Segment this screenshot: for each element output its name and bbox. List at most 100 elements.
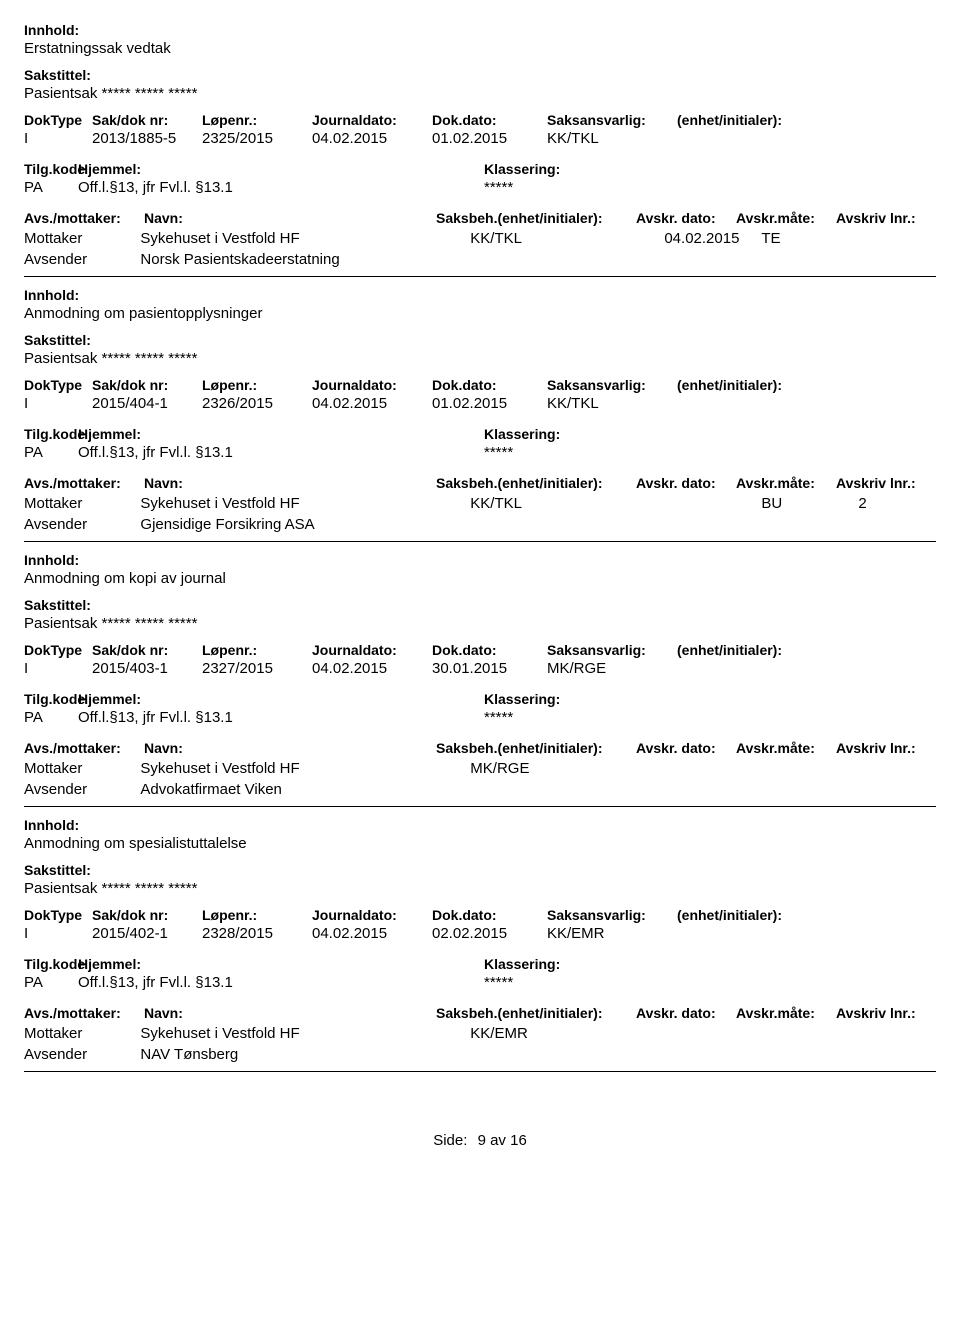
party-row: Mottaker Sykehuset i Vestfold HF KK/EMR xyxy=(24,1025,936,1042)
tilg-row: Tilg.kodeHjemmel: PAOff.l.§13, jfr Fvl.l… xyxy=(24,161,936,196)
party-name: Advokatfirmaet Viken xyxy=(140,781,470,798)
tilgkode-label: Tilg.kode xyxy=(24,691,78,707)
dokdato-label: Dok.dato: xyxy=(432,377,547,393)
footer-side-label: Side: xyxy=(433,1132,467,1149)
avskriv-lnr-label: Avskriv lnr.: xyxy=(836,740,936,756)
sakdoknr-value: 2015/402-1 xyxy=(92,925,202,942)
tilgkode-label: Tilg.kode xyxy=(24,956,78,972)
enhet-initialer-label: (enhet/initialer): xyxy=(677,907,827,923)
sakstittel-label: Sakstittel: xyxy=(24,332,936,348)
party-avskriv-lnr xyxy=(858,781,936,798)
party-avskr-mate xyxy=(761,781,858,798)
avskr-dato-label: Avskr. dato: xyxy=(636,740,736,756)
saksansvarlig-value: KK/TKL xyxy=(547,395,677,412)
hjemmel-label: Hjemmel: xyxy=(78,691,141,707)
party-avskr-mate: TE xyxy=(761,230,858,247)
meta-row: DokTypeI Sak/dok nr:2015/402-1 Løpenr.:2… xyxy=(24,907,936,942)
dokdato-label: Dok.dato: xyxy=(432,907,547,923)
sakdoknr-value: 2015/403-1 xyxy=(92,660,202,677)
party-avskriv-lnr xyxy=(858,1046,936,1063)
avskr-dato-label: Avskr. dato: xyxy=(636,475,736,491)
dokdato-value: 01.02.2015 xyxy=(432,395,547,412)
party-avskr-dato xyxy=(664,1046,761,1063)
journaldato-value: 04.02.2015 xyxy=(312,660,432,677)
saksbeh-label: Saksbeh.(enhet/initialer): xyxy=(436,475,636,491)
party-avskr-dato xyxy=(664,516,761,533)
dokdato-label: Dok.dato: xyxy=(432,112,547,128)
party-row: Avsender NAV Tønsberg xyxy=(24,1046,936,1063)
tilgkode-value: PA xyxy=(24,179,78,196)
innhold-value: Anmodning om kopi av journal xyxy=(24,570,936,587)
party-row: Mottaker Sykehuset i Vestfold HF MK/RGE xyxy=(24,760,936,777)
avskr-mate-label: Avskr.måte: xyxy=(736,475,836,491)
avskr-dato-label: Avskr. dato: xyxy=(636,1005,736,1021)
party-name: Sykehuset i Vestfold HF xyxy=(140,230,470,247)
klassering-value: ***** xyxy=(484,444,560,461)
tilg-row: Tilg.kodeHjemmel: PAOff.l.§13, jfr Fvl.l… xyxy=(24,691,936,726)
tilgkode-label: Tilg.kode xyxy=(24,161,78,177)
party-avskr-dato xyxy=(664,251,761,268)
innhold-label: Innhold: xyxy=(24,817,936,833)
journaldato-label: Journaldato: xyxy=(312,377,432,393)
party-row: Mottaker Sykehuset i Vestfold HF KK/TKL … xyxy=(24,495,936,512)
sakstittel-label: Sakstittel: xyxy=(24,862,936,878)
party-name: Norsk Pasientskadeerstatning xyxy=(140,251,470,268)
innhold-value: Anmodning om pasientopplysninger xyxy=(24,305,936,322)
klassering-value: ***** xyxy=(484,974,560,991)
hjemmel-label: Hjemmel: xyxy=(78,426,141,442)
lopenr-value: 2328/2015 xyxy=(202,925,312,942)
hjemmel-value: Off.l.§13, jfr Fvl.l. §13.1 xyxy=(78,444,233,461)
doktype-value: I xyxy=(24,130,92,147)
party-name: Sykehuset i Vestfold HF xyxy=(140,495,470,512)
hjemmel-value: Off.l.§13, jfr Fvl.l. §13.1 xyxy=(78,974,233,991)
party-saksbeh: KK/TKL xyxy=(470,495,664,512)
dokdato-label: Dok.dato: xyxy=(432,642,547,658)
party-role: Avsender xyxy=(24,516,140,533)
sakdoknr-value: 2013/1885-5 xyxy=(92,130,202,147)
party-role: Avsender xyxy=(24,781,140,798)
doktype-value: I xyxy=(24,395,92,412)
party-role: Avsender xyxy=(24,251,140,268)
saksansvarlig-label: Saksansvarlig: xyxy=(547,377,677,393)
lopenr-value: 2326/2015 xyxy=(202,395,312,412)
hjemmel-value: Off.l.§13, jfr Fvl.l. §13.1 xyxy=(78,179,233,196)
records-container: Innhold: Erstatningssak vedtak Sakstitte… xyxy=(24,22,936,1072)
party-saksbeh xyxy=(470,1046,664,1063)
saksansvarlig-value: KK/TKL xyxy=(547,130,677,147)
saksansvarlig-value: KK/EMR xyxy=(547,925,677,942)
journaldato-value: 04.02.2015 xyxy=(312,130,432,147)
klassering-label: Klassering: xyxy=(484,956,560,972)
klassering-label: Klassering: xyxy=(484,691,560,707)
enhet-initialer-label: (enhet/initialer): xyxy=(677,112,827,128)
journal-record: Innhold: Anmodning om spesialistuttalels… xyxy=(24,817,936,1072)
avskriv-lnr-label: Avskriv lnr.: xyxy=(836,1005,936,1021)
journal-record: Innhold: Anmodning om pasientopplysninge… xyxy=(24,287,936,542)
party-avskriv-lnr xyxy=(858,251,936,268)
party-avskr-dato: 04.02.2015 xyxy=(664,230,761,247)
meta-row: DokTypeI Sak/dok nr:2013/1885-5 Løpenr.:… xyxy=(24,112,936,147)
journaldato-value: 04.02.2015 xyxy=(312,925,432,942)
hjemmel-label: Hjemmel: xyxy=(78,956,141,972)
party-role: Mottaker xyxy=(24,495,140,512)
lopenr-label: Løpenr.: xyxy=(202,907,312,923)
klassering-value: ***** xyxy=(484,179,560,196)
doktype-label: DokType xyxy=(24,907,92,923)
party-avskr-dato xyxy=(664,1025,761,1042)
party-row: Mottaker Sykehuset i Vestfold HF KK/TKL … xyxy=(24,230,936,247)
sakstittel-label: Sakstittel: xyxy=(24,597,936,613)
enhet-initialer-label: (enhet/initialer): xyxy=(677,377,827,393)
doktype-label: DokType xyxy=(24,642,92,658)
sakdoknr-value: 2015/404-1 xyxy=(92,395,202,412)
avs-header-row: Avs./mottaker:Navn: Saksbeh.(enhet/initi… xyxy=(24,210,936,226)
avs-mottaker-label: Avs./mottaker: xyxy=(24,1005,144,1021)
party-role: Avsender xyxy=(24,1046,140,1063)
meta-row: DokTypeI Sak/dok nr:2015/404-1 Løpenr.:2… xyxy=(24,377,936,412)
meta-row: DokTypeI Sak/dok nr:2015/403-1 Løpenr.:2… xyxy=(24,642,936,677)
party-avskr-mate xyxy=(761,760,858,777)
journaldato-label: Journaldato: xyxy=(312,642,432,658)
sakstittel-value: Pasientsak ***** ***** ***** xyxy=(24,880,936,897)
avskr-dato-label: Avskr. dato: xyxy=(636,210,736,226)
lopenr-label: Løpenr.: xyxy=(202,112,312,128)
navn-label: Navn: xyxy=(144,210,183,226)
party-role: Mottaker xyxy=(24,1025,140,1042)
